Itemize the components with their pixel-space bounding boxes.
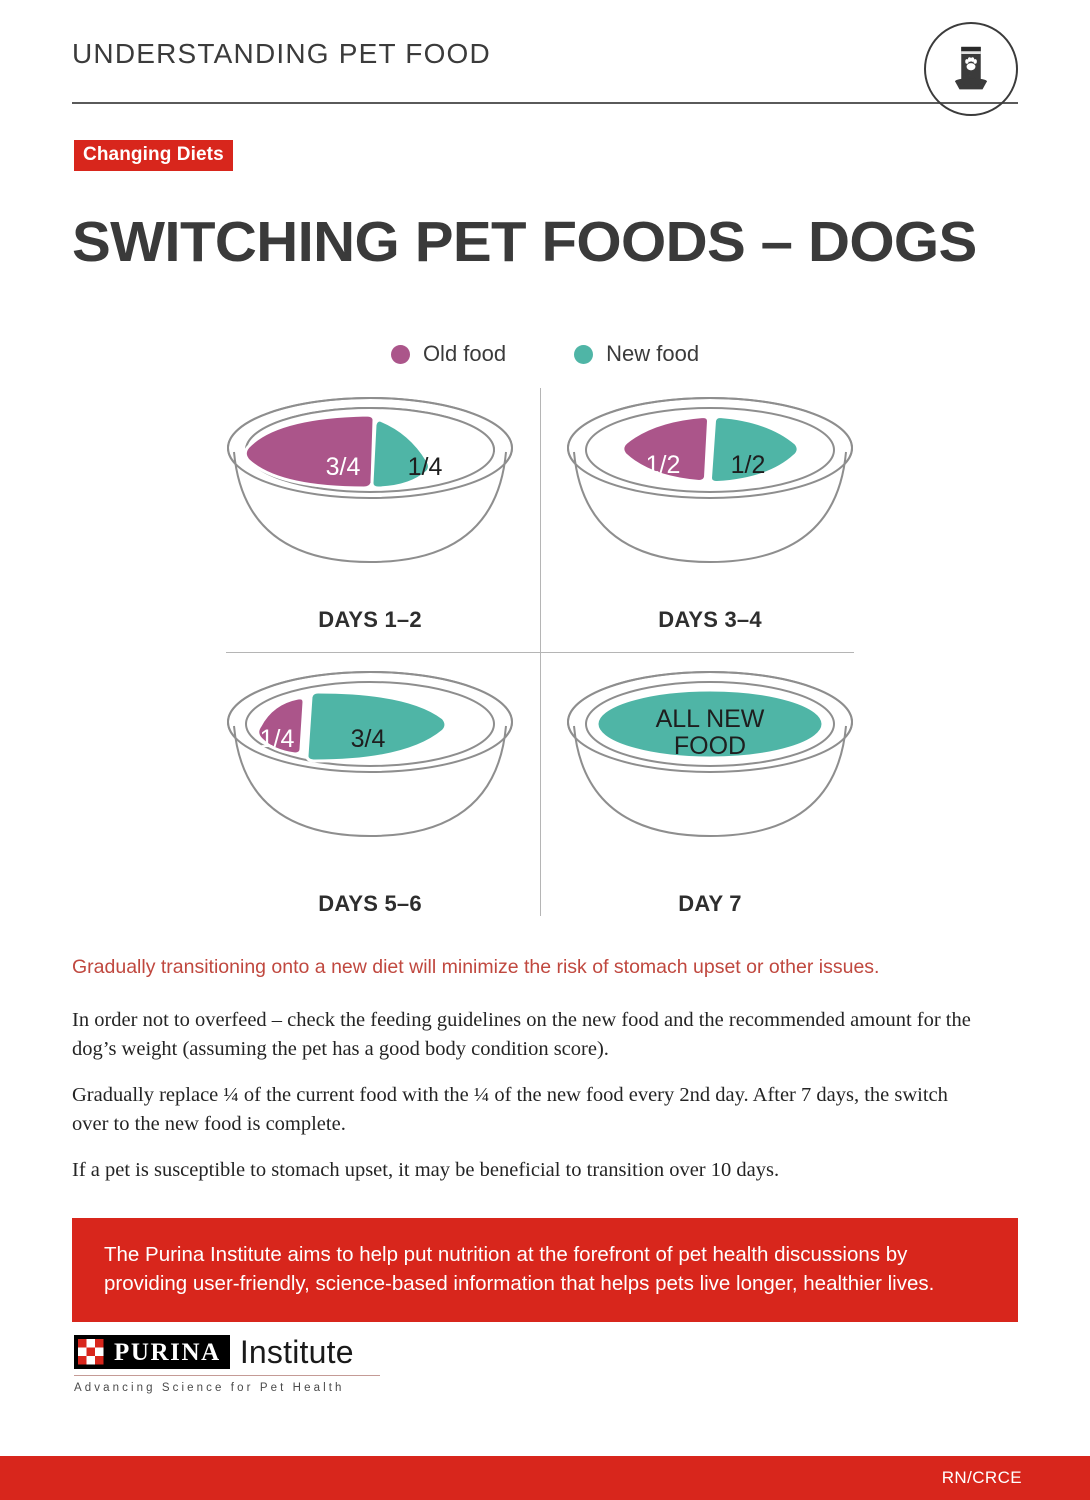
body-paragraph-1: In order not to overfeed – check the fee… <box>72 1009 971 1061</box>
header-title: UNDERSTANDING PET FOOD <box>72 38 491 69</box>
chart-legend: Old food New food <box>0 341 1090 367</box>
page-header: UNDERSTANDING PET FOOD <box>72 22 1018 116</box>
mission-callout: The Purina Institute aims to help put nu… <box>72 1218 1018 1323</box>
pet-food-bag-and-bowl-icon <box>924 22 1018 116</box>
footer-bar-code: RN/CRCE <box>941 1468 1022 1487</box>
logo-row: PURINA Institute <box>74 1335 404 1369</box>
schedule-step-days-5-6: 1/4 3/4 DAYS 5–6 <box>200 652 540 918</box>
bowl-illustration-days-3-4: 1/2 1/2 <box>560 390 860 595</box>
day-label-days-5-6: DAYS 5–6 <box>318 891 422 916</box>
day-label-days-1-2: DAYS 1–2 <box>318 607 422 632</box>
transition-schedule-grid: 3/4 1/4 DAYS 1–2 1/2 1/2 <box>200 386 880 918</box>
lead-statement: Gradually transitioning onto a new diet … <box>72 956 880 978</box>
page-title: SWITCHING PET FOODS – DOGS <box>72 210 977 274</box>
logo-tagline: Advancing Science for Pet Health <box>74 1382 345 1394</box>
day-label-days-3-4: DAYS 3–4 <box>658 607 762 632</box>
purina-checkerboard-icon <box>74 1335 108 1369</box>
purina-wordmark: PURINA <box>114 1338 221 1366</box>
header-divider <box>72 102 1018 104</box>
legend-label-old-food: Old food <box>422 341 507 366</box>
legend-item-new-food: New food <box>574 341 699 367</box>
legend-item-old-food: Old food <box>390 341 507 367</box>
body-paragraph-3: If a pet is susceptible to stomach upset… <box>72 1159 780 1182</box>
day-label-day-7: DAY 7 <box>678 891 742 916</box>
schedule-step-day-7: ALL NEW FOOD DAY 7 <box>540 652 880 918</box>
footer-bar: RN/CRCE <box>0 1456 1090 1500</box>
body-paragraph-2: Gradually replace ¼ of the current food … <box>72 1084 948 1136</box>
logo-divider <box>74 1375 380 1376</box>
purina-institute-logo: PURINA Institute Advancing Science for P… <box>74 1335 404 1394</box>
schedule-step-days-1-2: 3/4 1/4 DAYS 1–2 <box>200 386 540 652</box>
grid-horizontal-divider <box>226 652 854 653</box>
category-tag: Changing Diets <box>74 140 233 171</box>
bowl-illustration-day-7: ALL NEW FOOD <box>560 664 860 869</box>
bowl-illustration-days-1-2: 3/4 1/4 <box>220 390 520 595</box>
legend-swatch-old-food-icon <box>390 344 410 364</box>
purina-brand-mark: PURINA <box>74 1335 230 1369</box>
legend-label-new-food: New food <box>606 341 700 366</box>
schedule-step-days-3-4: 1/2 1/2 DAYS 3–4 <box>540 386 880 652</box>
bowl-illustration-days-5-6: 1/4 3/4 <box>220 664 520 869</box>
legend-swatch-new-food-icon <box>574 344 594 364</box>
institute-wordmark: Institute <box>239 1334 354 1370</box>
body-copy: In order not to overfeed – check the fee… <box>72 1006 972 1186</box>
